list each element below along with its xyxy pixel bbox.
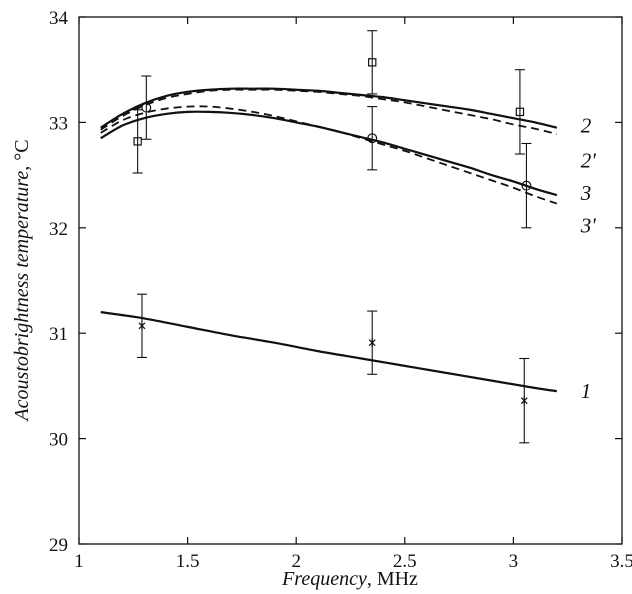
asterisk-stroke: [520, 397, 528, 405]
y-axis-title: Acoustobrightness temperature, °C: [11, 139, 33, 422]
data-point-square: [514, 69, 525, 155]
asterisk-stroke: [368, 339, 376, 347]
circle-marker: [367, 133, 378, 144]
x-tick-label: 1: [74, 551, 84, 572]
measurement-points: [132, 30, 532, 444]
square-marker: [133, 137, 142, 146]
x-axis-title-name: Frequency: [281, 568, 367, 590]
y-tick-label: 32: [49, 219, 68, 240]
x-tick-label: 2.5: [393, 551, 417, 572]
data-point-square: [367, 30, 378, 95]
curve-label: 2: [581, 114, 592, 138]
curve-label: 1: [581, 379, 592, 403]
y-tick-label: 29: [49, 535, 68, 556]
data-point-asterisk: [136, 293, 147, 358]
series-line-2: [100, 87, 558, 129]
x-tick-label: 1.5: [176, 551, 200, 572]
asterisk-stroke: [138, 322, 146, 330]
square-marker: [368, 58, 377, 67]
x-axis-title: Frequency, MHz: [281, 568, 418, 590]
data-point-square: [132, 109, 143, 174]
series-line-3: [100, 110, 558, 197]
square-marker: [515, 107, 525, 117]
y-tick-label: 34: [49, 8, 69, 29]
x-tick-label: 2: [291, 551, 301, 572]
x-tick-label: 3.5: [610, 551, 632, 572]
y-tick-label: 31: [49, 324, 68, 345]
curve-label: 3: [580, 181, 592, 205]
circle-marker: [521, 180, 532, 191]
x-tick-label: 3: [509, 551, 519, 572]
data-point-circle: [367, 106, 378, 171]
data-point-asterisk: [367, 310, 378, 375]
series-line-3-prime: [100, 105, 558, 205]
series-line-2-prime: [100, 88, 558, 135]
y-tick-label: 33: [49, 113, 68, 134]
circle-marker: [141, 102, 152, 113]
data-point-circle: [521, 142, 532, 229]
y-tick-label: 30: [49, 430, 68, 451]
data-point-asterisk: [519, 357, 530, 444]
y-axis-title-unit: , °C: [11, 139, 33, 170]
curve-labels: 2 2' 3 3' 1: [580, 114, 597, 404]
series-curves: [100, 87, 558, 393]
data-point-circle: [141, 75, 152, 140]
series-line-1: [100, 311, 557, 393]
x-axis-title-unit: , MHz: [367, 568, 418, 590]
plot-frame: [78, 16, 623, 545]
y-axis-title-name: Acoustobrightness temperature: [11, 171, 33, 423]
curve-label: 3': [580, 214, 597, 238]
curve-label: 2': [581, 148, 597, 172]
